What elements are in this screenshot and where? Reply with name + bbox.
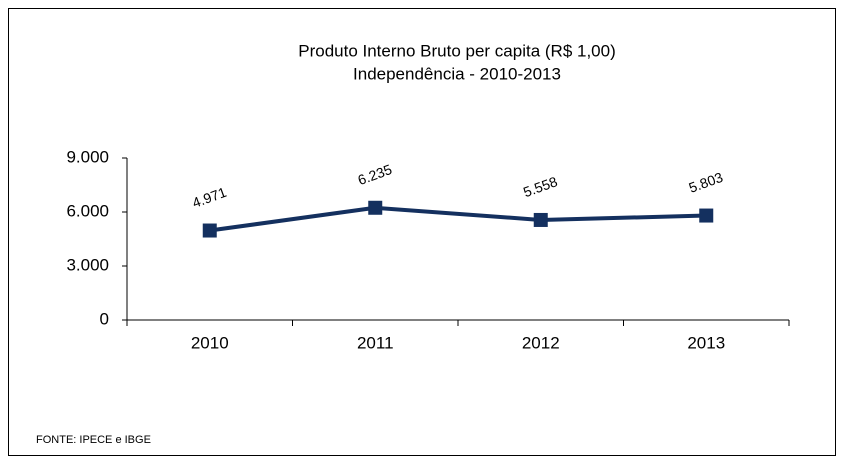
chart-subtitle: Independência - 2010-2013 [353,64,561,83]
source-note: FONTE: IPECE e IBGE [36,434,151,446]
data-point [202,223,217,238]
x-tick-label: 2013 [687,333,725,352]
y-tick-label: 3.000 [66,255,109,274]
x-tick-label: 2012 [522,333,560,352]
y-tick-label: 6.000 [66,201,109,220]
chart-frame [8,8,836,456]
data-point [699,208,714,223]
chart-title: Produto Interno Bruto per capita (R$ 1,0… [298,41,616,60]
data-point [368,200,383,215]
y-tick-label: 0 [100,309,109,328]
series-line [209,205,707,233]
x-tick-label: 2010 [191,333,229,352]
x-tick-label: 2011 [357,333,394,352]
y-tick-label: 9.000 [66,147,109,166]
data-point [533,212,548,227]
